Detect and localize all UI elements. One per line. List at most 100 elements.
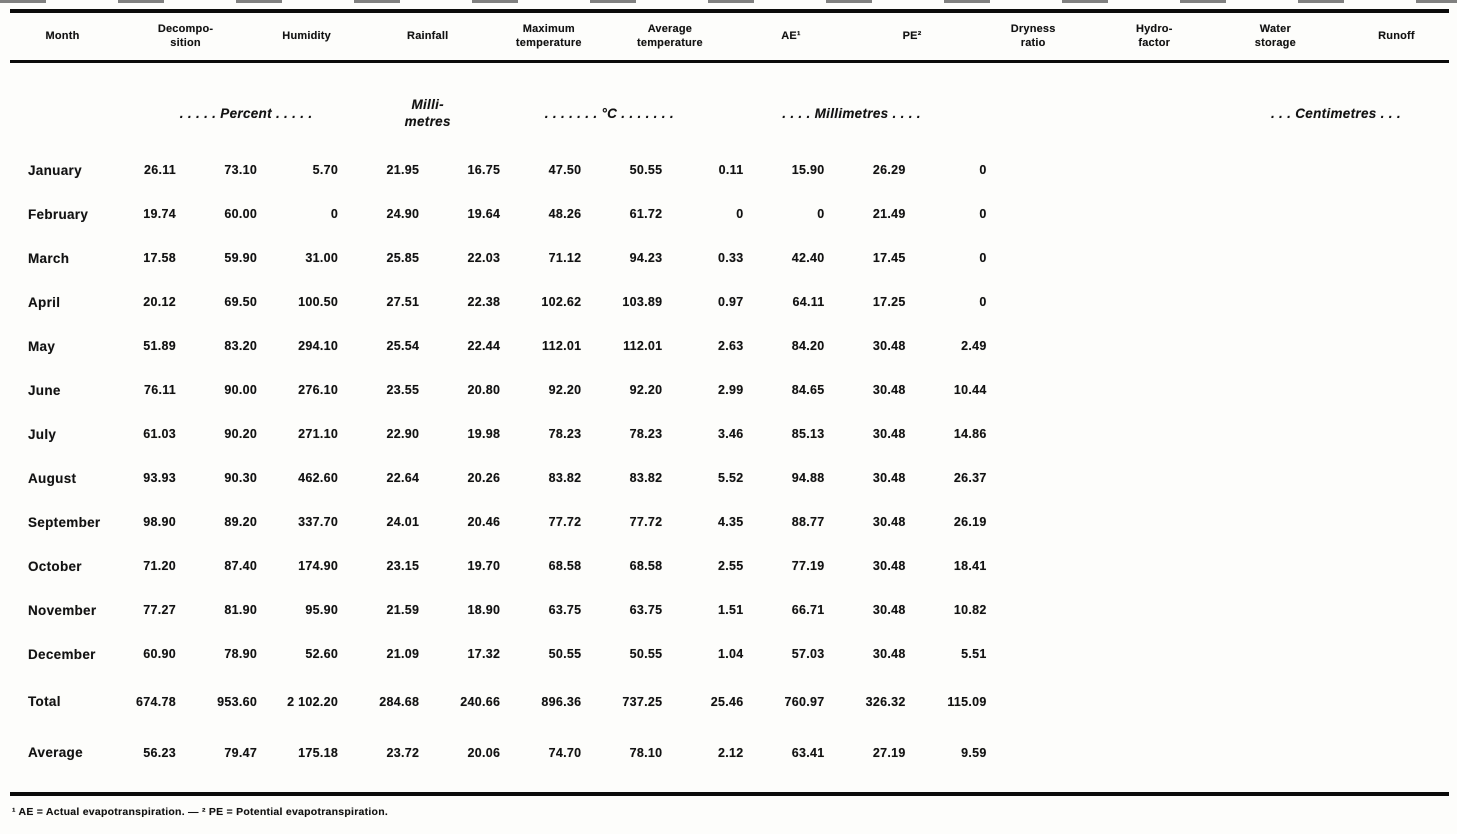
value-cell: 30.48 — [872, 515, 906, 529]
table-row-may: May 51.89 83.20 294.10 25.54 22.44 112.01 112.0… — [0, 324, 1017, 368]
value-cell: 896.36 — [541, 694, 582, 709]
value-cell: 87.40 — [224, 559, 258, 573]
value-cell: 93.93 — [143, 471, 177, 485]
row-label-cell: January — [28, 162, 82, 178]
value-cell: 20.46 — [467, 515, 501, 529]
value-cell: 83.20 — [224, 339, 258, 353]
value-cell: 76.11 — [143, 383, 177, 397]
row-label-cell: Average — [28, 745, 83, 760]
units-row: . . . . . Percent . . . . . Milli- metres… — [0, 64, 1457, 148]
value-cell: 68.58 — [629, 559, 663, 573]
header-row: Month Decompo- sition Humidity Rainfall Maxi… — [0, 12, 1457, 60]
value-cell: 90.20 — [224, 427, 258, 441]
value-cell: 30.48 — [872, 427, 906, 441]
row-label-cell: November — [28, 602, 97, 618]
value-cell: 78.23 — [548, 427, 582, 441]
value-cell: 23.72 — [386, 745, 420, 760]
table-row-february: February 19.74 60.00 0 24.90 19.64 48.26 61.72 0… — [0, 192, 1017, 236]
value-cell: 17.25 — [872, 295, 906, 309]
units-label: . . . . . Percent . . . . . — [179, 105, 313, 121]
value-cell: 74.70 — [548, 745, 582, 760]
value-cell: 18.90 — [467, 603, 501, 617]
value-cell: 50.55 — [548, 647, 582, 661]
column-header-average: Average temperature — [637, 22, 703, 49]
units-label — [0, 80, 125, 148]
footnote: ¹ AE = Actual evapotranspiration. — ² PE… — [12, 806, 389, 818]
value-cell: 19.98 — [467, 427, 501, 441]
value-cell: 26.19 — [953, 515, 987, 529]
column-header-dryness: Dryness ratio — [1010, 22, 1056, 49]
value-cell: 0.11 — [718, 163, 744, 177]
value-cell: 95.90 — [305, 603, 339, 617]
row-label-cell: April — [28, 294, 61, 310]
value-cell: 50.55 — [629, 647, 663, 661]
value-cell: 5.52 — [717, 471, 744, 485]
value-cell: 23.55 — [386, 383, 420, 397]
value-cell: 77.72 — [548, 515, 582, 529]
value-cell: 30.48 — [872, 339, 906, 353]
table-row-november: November 77.27 81.90 95.90 21.59 18.90 63.75 63… — [0, 588, 1017, 632]
value-cell: 760.97 — [784, 694, 825, 709]
bottom-rule — [10, 792, 1449, 796]
value-cell: 85.13 — [791, 427, 825, 441]
row-label-cell: July — [28, 426, 57, 442]
value-cell: 2.12 — [717, 745, 744, 760]
value-cell: 24.01 — [386, 515, 420, 529]
value-cell: 78.10 — [629, 745, 663, 760]
units-label: . . . . Millimetres . . . . — [782, 105, 921, 121]
value-cell: 2.55 — [717, 559, 744, 573]
value-cell: 71.20 — [143, 559, 177, 573]
table-row-total: Total 674.78 953.60 2 102.20 284.68 240.66 896… — [0, 676, 1017, 727]
row-label-cell: February — [28, 206, 89, 222]
table-row-october: October 71.20 87.40 174.90 23.15 19.70 68.58 68… — [0, 544, 1017, 588]
value-cell: 284.68 — [379, 694, 420, 709]
value-cell: 30.48 — [872, 559, 906, 573]
value-cell: 1.51 — [717, 603, 744, 617]
value-cell: 15.90 — [791, 163, 825, 177]
value-cell: 2 102.20 — [287, 694, 339, 709]
value-cell: 30.48 — [872, 647, 906, 661]
value-cell: 674.78 — [136, 694, 177, 709]
value-cell: 30.48 — [872, 603, 906, 617]
row-label-cell: Total — [28, 694, 61, 709]
value-cell: 27.51 — [386, 295, 420, 309]
value-cell: 57.03 — [791, 647, 825, 661]
value-cell: 89.20 — [224, 515, 258, 529]
value-cell: 77.27 — [143, 603, 177, 617]
value-cell: 112.01 — [542, 339, 582, 353]
row-label-cell: October — [28, 558, 82, 574]
value-cell: 20.80 — [467, 383, 501, 397]
value-cell: 88.77 — [791, 515, 825, 529]
column-header-ae: AE¹ — [781, 29, 801, 42]
table-row-average: Average 56.23 79.47 175.18 23.72 20.06 74.70 78… — [0, 727, 1017, 778]
value-cell: 42.40 — [791, 251, 825, 265]
value-cell: 63.75 — [548, 603, 582, 617]
value-cell: 20.06 — [467, 745, 501, 760]
value-cell: 19.70 — [467, 559, 501, 573]
value-cell: 27.19 — [872, 745, 906, 760]
column-header-water: Water storage — [1254, 22, 1296, 49]
value-cell: 0.33 — [717, 251, 744, 265]
row-label-cell: December — [28, 646, 96, 662]
value-cell: 84.20 — [791, 339, 825, 353]
value-cell: 77.19 — [791, 559, 825, 573]
units-label: . . . Centimetres . . . — [1270, 105, 1401, 121]
value-cell: 83.82 — [548, 471, 582, 485]
value-cell: 59.90 — [224, 251, 258, 265]
value-cell: 174.90 — [298, 559, 339, 573]
value-cell: 337.70 — [298, 515, 339, 529]
value-cell: 0 — [330, 207, 339, 221]
value-cell: 4.35 — [717, 515, 744, 529]
value-cell: 19.74 — [143, 207, 177, 221]
value-cell: 90.00 — [224, 383, 258, 397]
table-row-june: June 76.11 90.00 276.10 23.55 20.80 92.20 92.20… — [0, 368, 1017, 412]
table-row-july: July 61.03 90.20 271.10 22.90 19.98 78.23 78.23… — [0, 412, 1017, 456]
value-cell: 0 — [979, 163, 987, 177]
value-cell: 19.64 — [467, 207, 501, 221]
value-cell: 92.20 — [629, 383, 663, 397]
value-cell: 14.86 — [953, 427, 987, 441]
value-cell: 0 — [979, 295, 987, 309]
value-cell: 77.72 — [629, 515, 663, 529]
column-header-runoff: Runoff — [1378, 29, 1415, 42]
